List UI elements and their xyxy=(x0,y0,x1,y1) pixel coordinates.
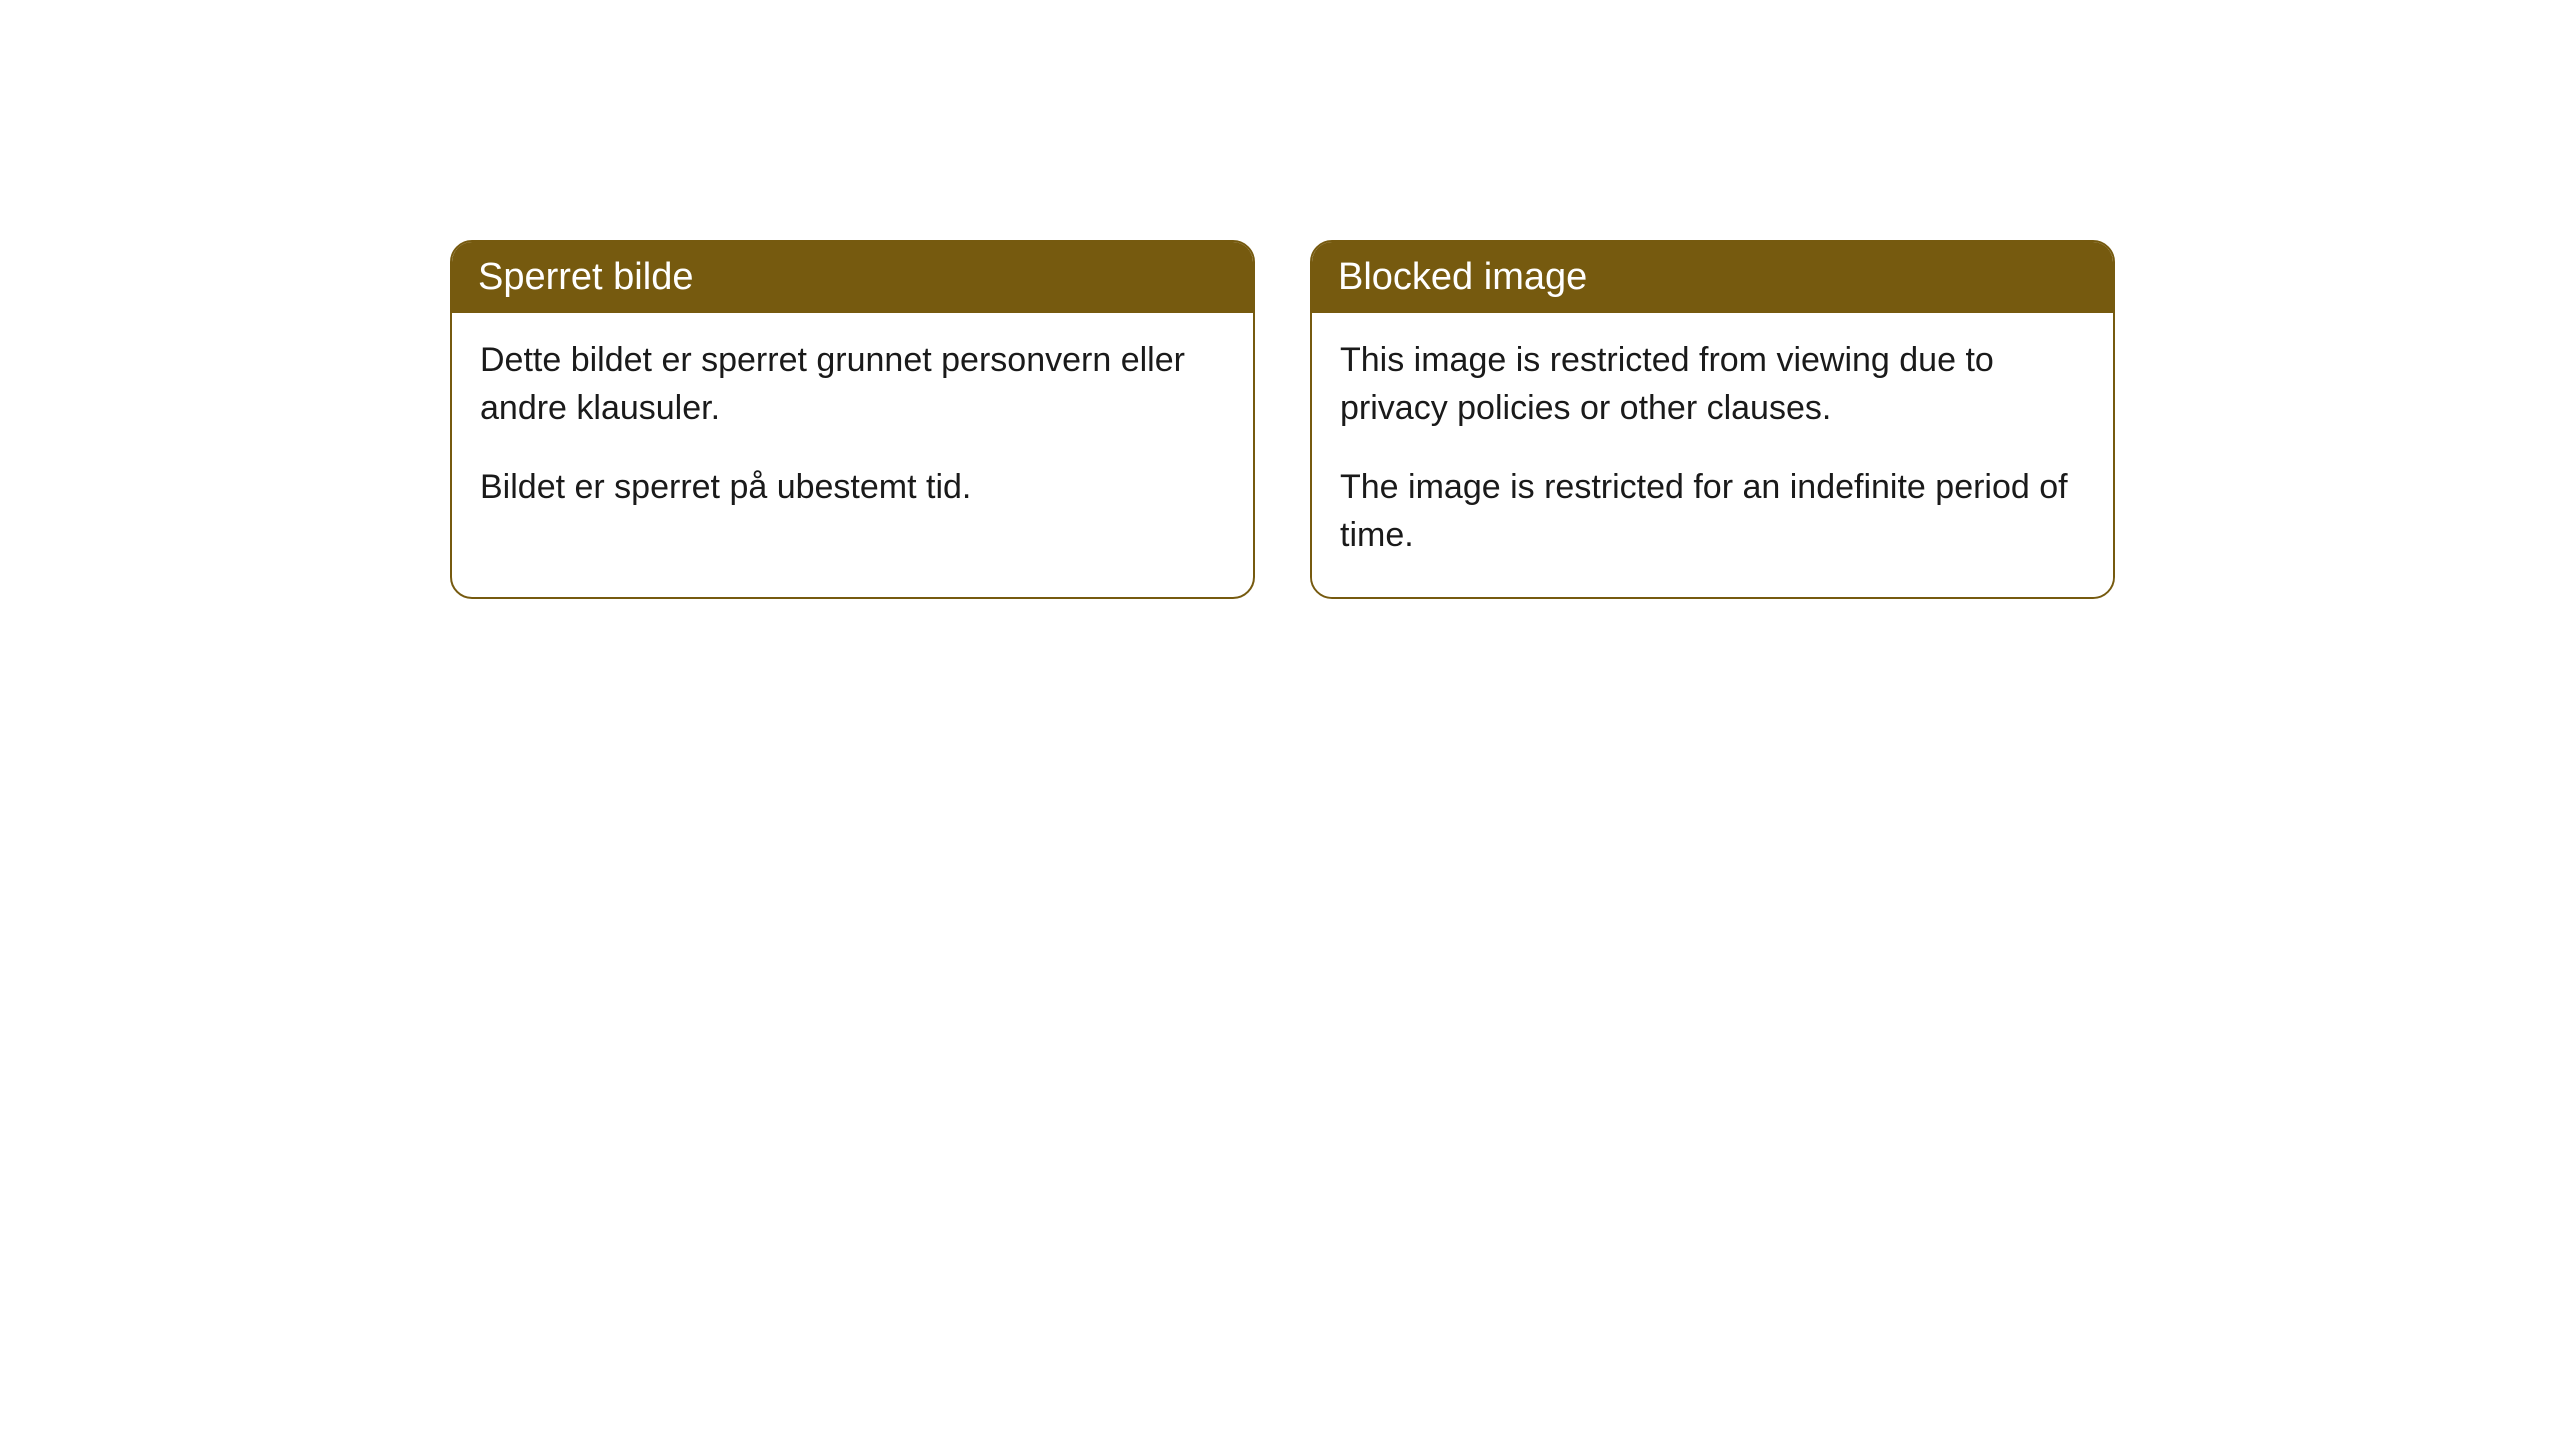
card-title: Sperret bilde xyxy=(478,256,693,298)
card-header: Blocked image xyxy=(1312,242,2113,313)
card-paragraph: Bildet er sperret på ubestemt tid. xyxy=(480,464,1225,512)
card-body: This image is restricted from viewing du… xyxy=(1312,313,2113,597)
card-paragraph: This image is restricted from viewing du… xyxy=(1340,337,2085,432)
card-header: Sperret bilde xyxy=(452,242,1253,313)
notice-card-norwegian: Sperret bilde Dette bildet er sperret gr… xyxy=(450,240,1255,599)
notice-card-english: Blocked image This image is restricted f… xyxy=(1310,240,2115,599)
card-title: Blocked image xyxy=(1338,256,1587,298)
card-paragraph: The image is restricted for an indefinit… xyxy=(1340,464,2085,559)
card-paragraph: Dette bildet er sperret grunnet personve… xyxy=(480,337,1225,432)
notice-cards-container: Sperret bilde Dette bildet er sperret gr… xyxy=(450,240,2115,599)
card-body: Dette bildet er sperret grunnet personve… xyxy=(452,313,1253,550)
